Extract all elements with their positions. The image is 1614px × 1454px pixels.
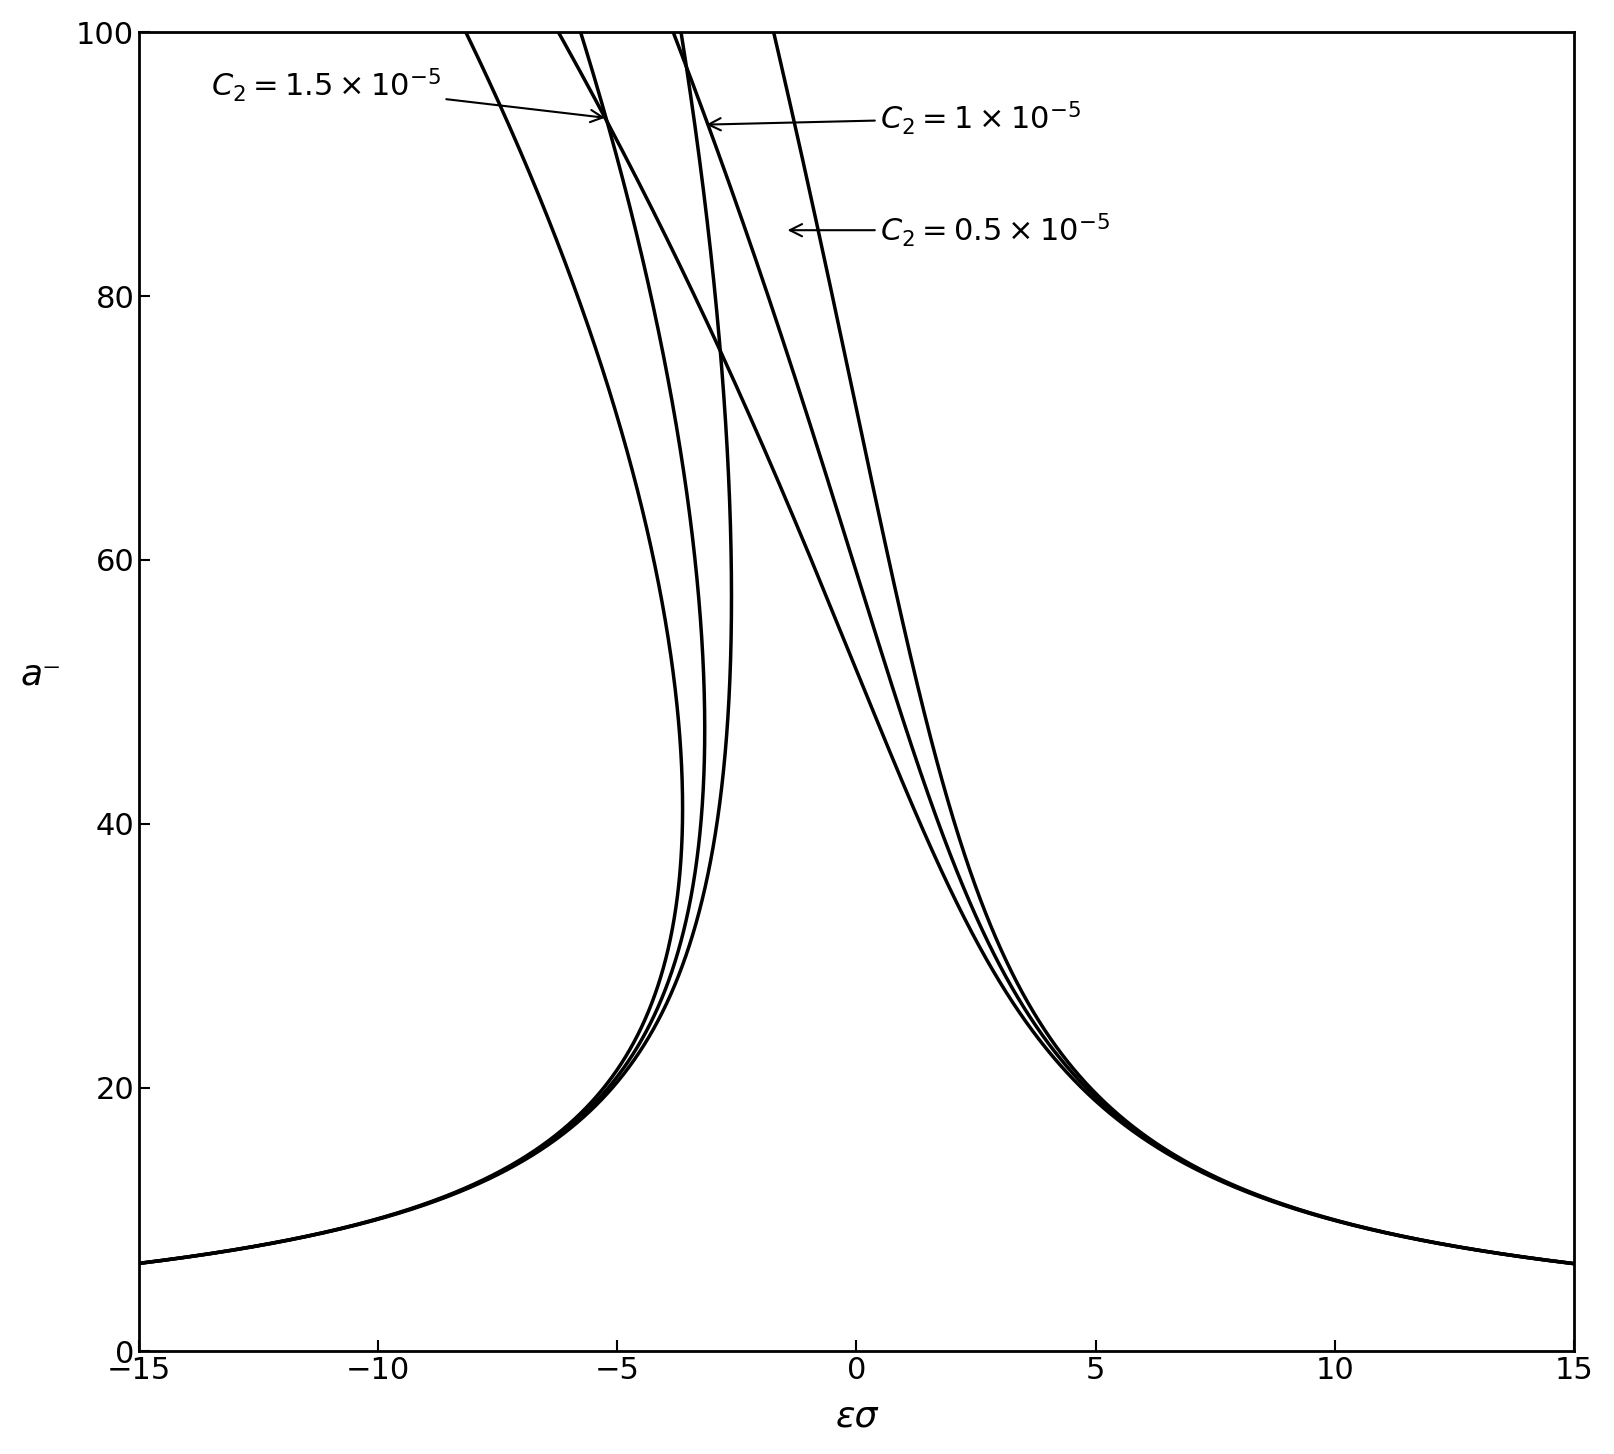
X-axis label: εσ: εσ [836,1399,878,1434]
Text: $C_2 = 1.5 \times 10^{-5}$: $C_2 = 1.5 \times 10^{-5}$ [211,67,602,122]
Text: $C_2 = 0.5 \times 10^{-5}$: $C_2 = 0.5 \times 10^{-5}$ [789,211,1110,249]
Text: $C_2 = 1 \times 10^{-5}$: $C_2 = 1 \times 10^{-5}$ [709,99,1081,137]
Y-axis label: a⁻: a⁻ [21,657,61,692]
